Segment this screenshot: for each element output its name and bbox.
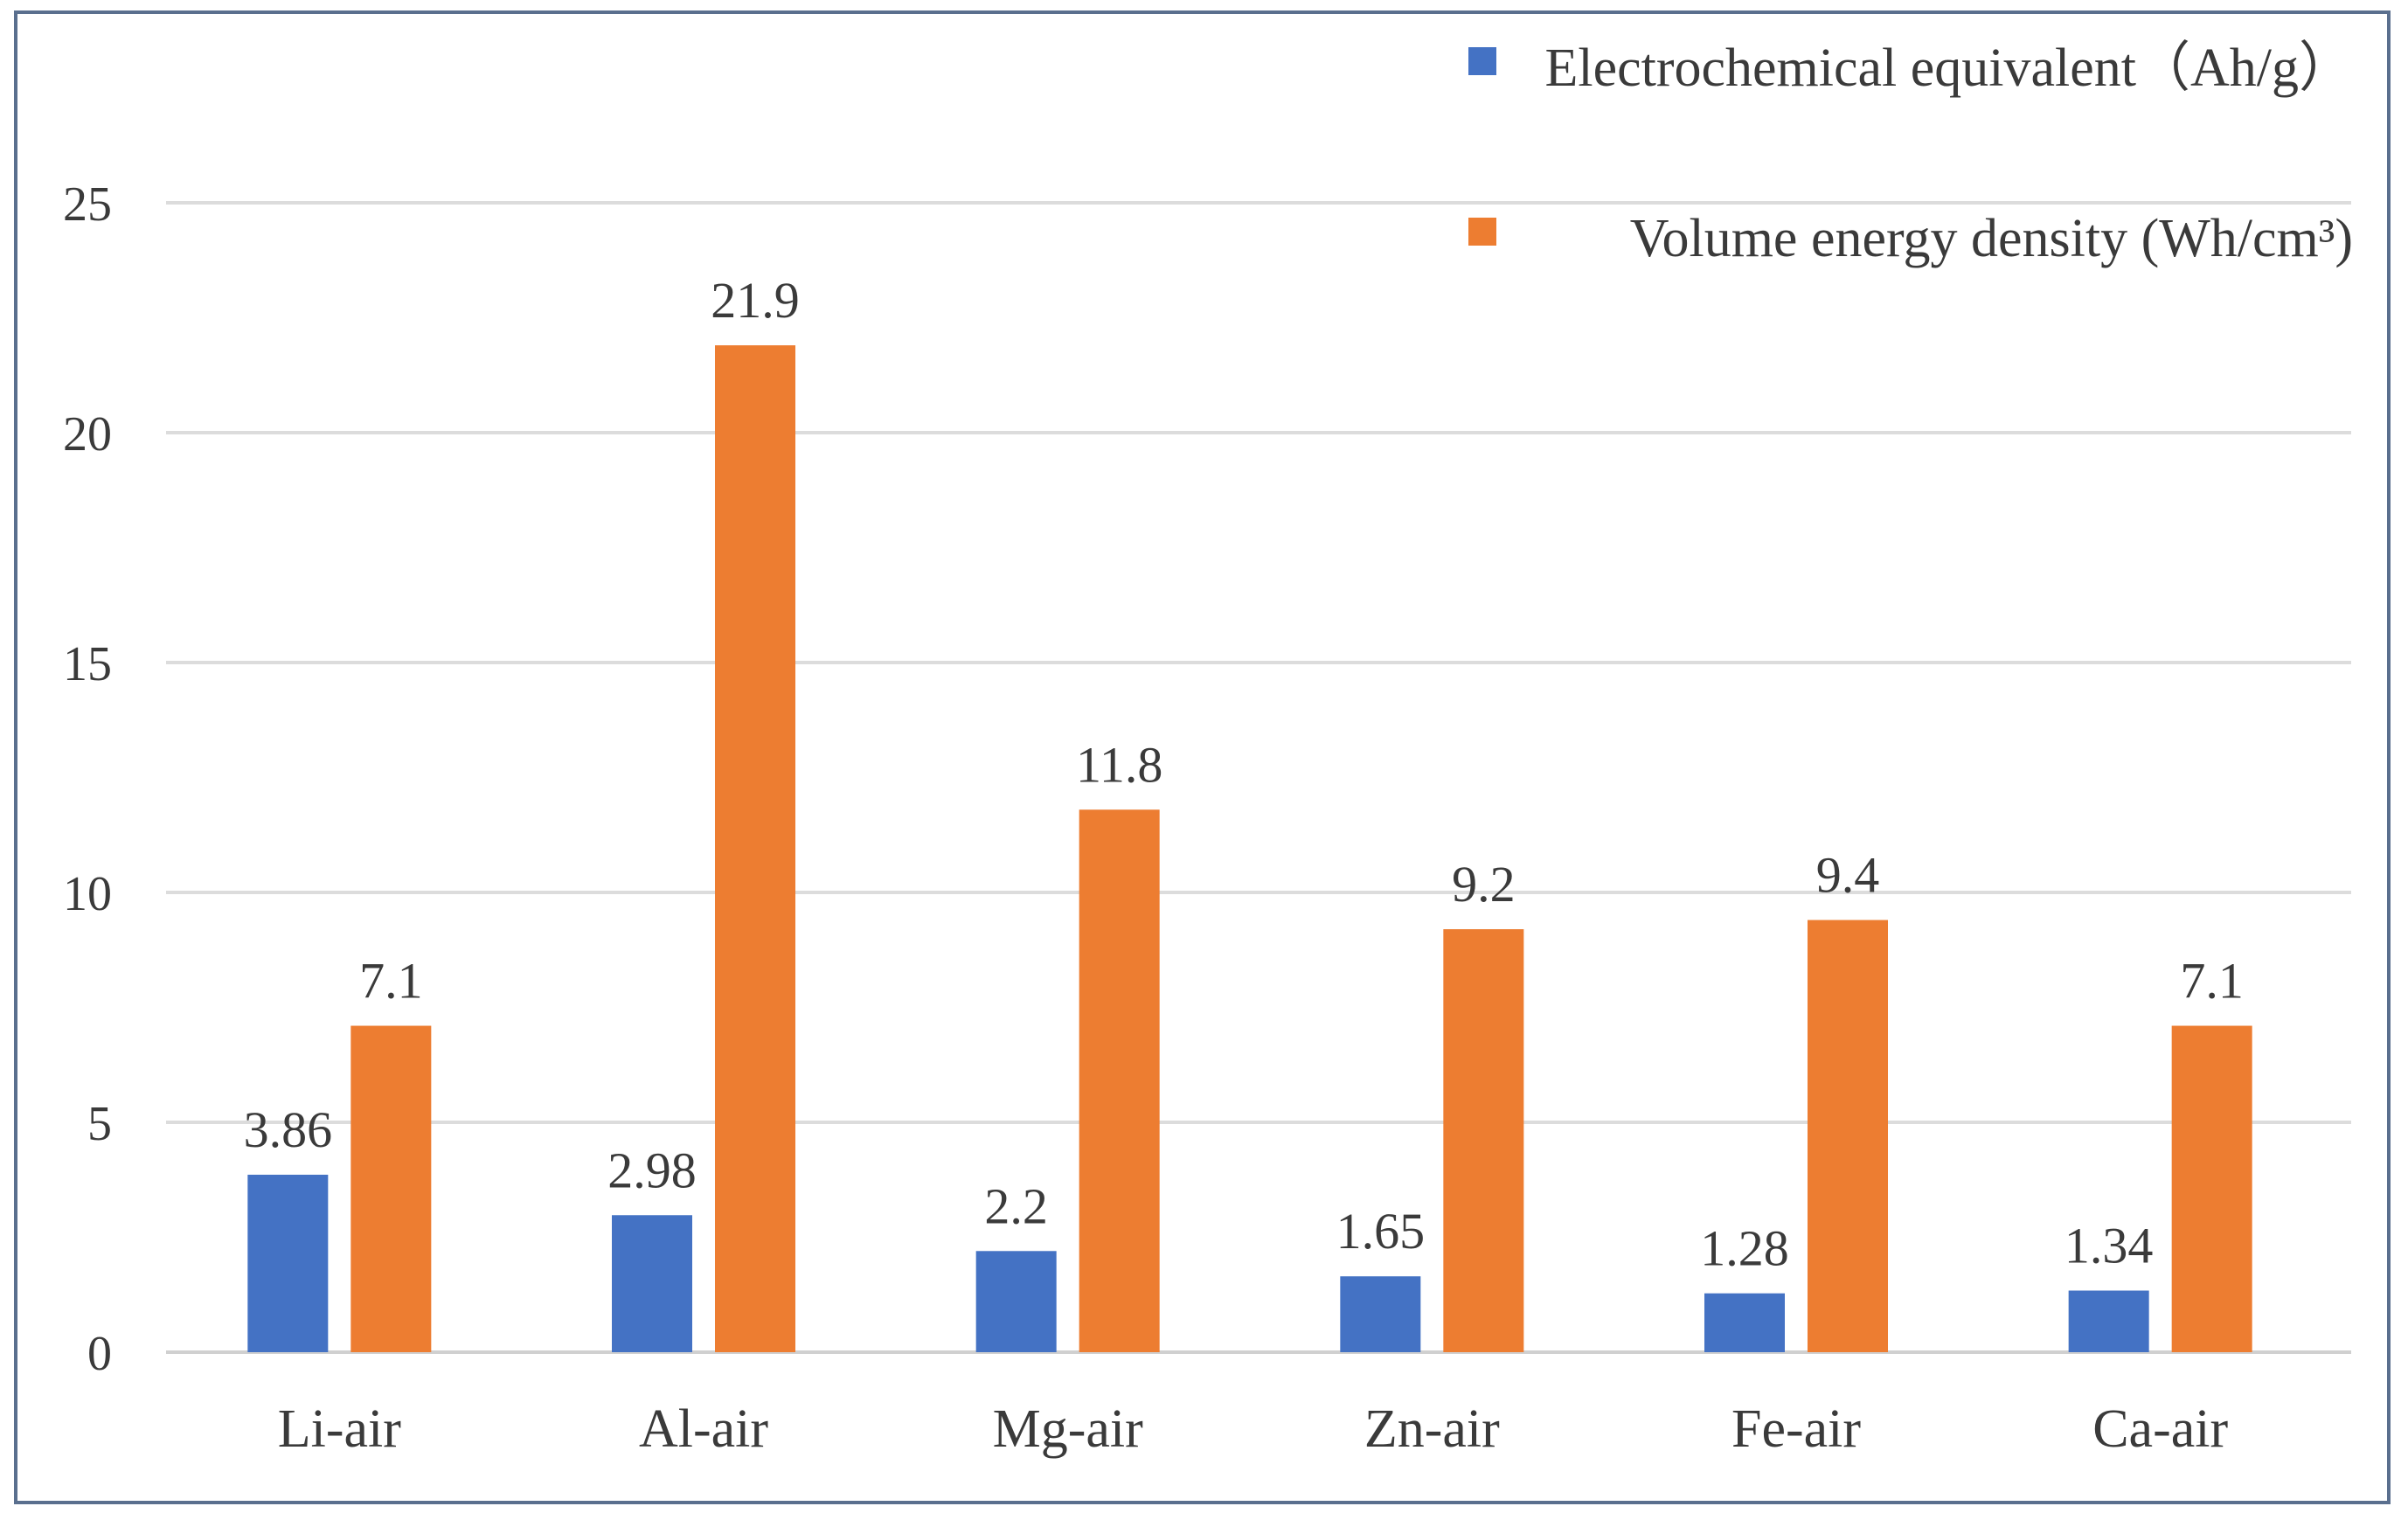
data-label: 1.65	[1336, 1203, 1426, 1260]
x-tick-label: Fe-air	[1731, 1399, 1861, 1459]
x-tick-label: Li-air	[278, 1399, 401, 1459]
data-label: 9.2	[1452, 856, 1516, 913]
y-tick-label: 5	[87, 1097, 112, 1151]
bar-electrochemical-mg-air	[975, 1251, 1057, 1352]
bar-volume-energy-zn-air	[1443, 929, 1524, 1352]
data-label: 9.4	[1816, 847, 1880, 904]
x-tick-label: Ca-air	[2092, 1399, 2228, 1459]
y-tick-label: 20	[63, 407, 112, 462]
data-label: 2.98	[607, 1142, 697, 1198]
y-tick-label: 0	[87, 1327, 112, 1381]
x-tick-label: Al-air	[639, 1399, 768, 1459]
data-label: 21.9	[711, 272, 800, 329]
x-tick-label: Zn-air	[1364, 1399, 1500, 1459]
bar-volume-energy-ca-air	[2171, 1025, 2252, 1352]
legend-label: Volume energy density (Wh/cm³)	[1630, 209, 2353, 268]
y-tick-label: 10	[63, 867, 112, 921]
y-tick-label: 25	[63, 177, 112, 232]
bar-electrochemical-li-air	[247, 1174, 329, 1352]
bar-volume-energy-mg-air	[1079, 809, 1160, 1352]
bar-electrochemical-fe-air	[1704, 1293, 1785, 1352]
data-label: 7.1	[2180, 953, 2244, 1010]
data-label: 2.2	[984, 1177, 1048, 1234]
legend-label: Electrochemical equivalent（Ah/g）	[1545, 38, 2354, 98]
bar-volume-energy-al-air	[715, 345, 795, 1352]
data-label: 1.28	[1700, 1220, 1789, 1277]
bar-electrochemical-al-air	[612, 1215, 692, 1352]
bar-volume-energy-li-air	[350, 1025, 432, 1352]
data-label: 11.8	[1076, 736, 1162, 793]
data-label: 1.34	[2064, 1218, 2154, 1274]
data-label: 7.1	[359, 953, 423, 1010]
x-tick-label: Mg-air	[993, 1399, 1144, 1459]
bar-electrochemical-ca-air	[2068, 1290, 2149, 1352]
legend-swatch	[1468, 47, 1496, 75]
legend-swatch	[1468, 218, 1496, 246]
bar-volume-energy-fe-air	[1808, 920, 1888, 1352]
data-label: 3.86	[244, 1101, 333, 1158]
bar-electrochemical-zn-air	[1340, 1276, 1421, 1352]
y-tick-label: 15	[63, 637, 112, 691]
